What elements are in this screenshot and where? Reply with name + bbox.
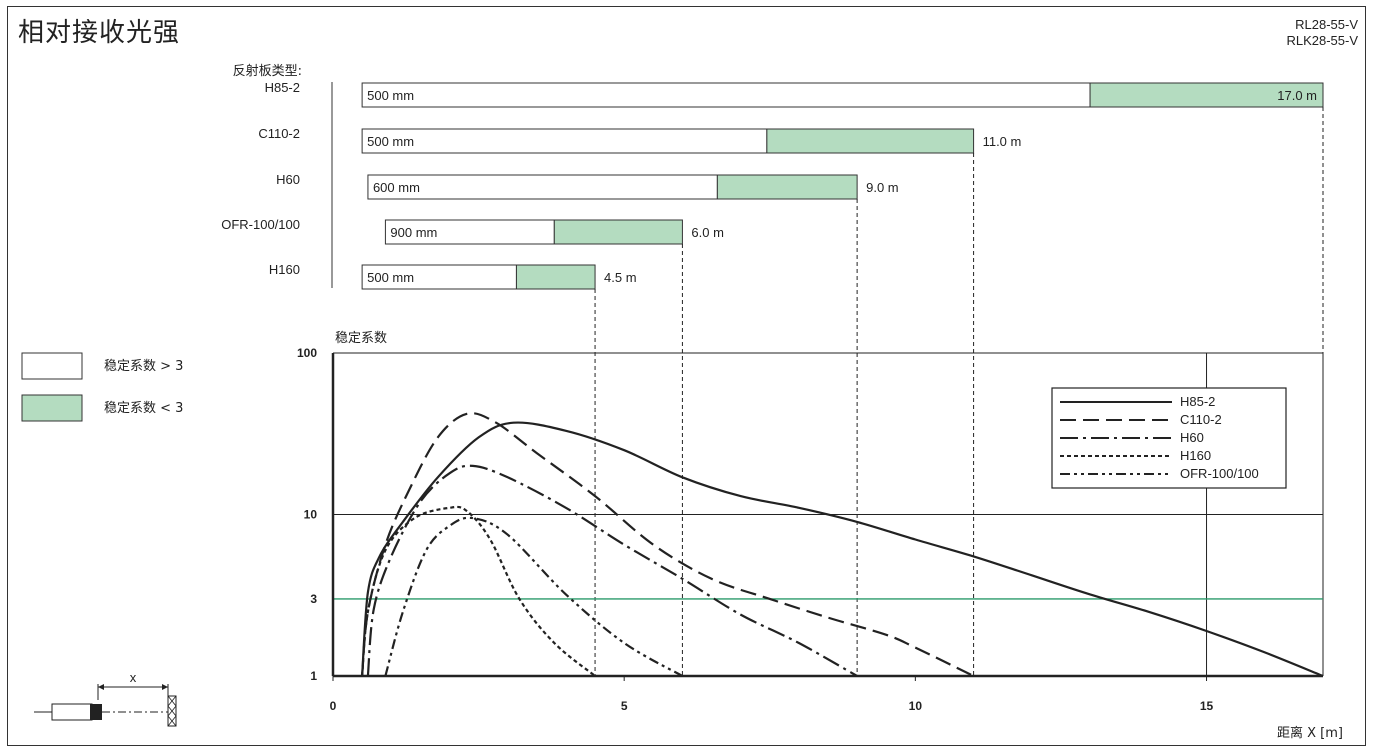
sensor-body bbox=[51, 703, 93, 721]
min-range-label: 500 mm bbox=[367, 134, 414, 149]
max-range-label: 11.0 m bbox=[983, 134, 1022, 149]
max-range-label: 17.0 m bbox=[1277, 88, 1317, 103]
unstable-range-bar bbox=[716, 174, 858, 200]
y-tick-label: 100 bbox=[297, 346, 317, 360]
min-range-label: 500 mm bbox=[367, 270, 414, 285]
unstable-range-bar bbox=[553, 219, 683, 245]
max-range-label: 6.0 m bbox=[691, 225, 724, 240]
max-range-label: 4.5 m bbox=[604, 270, 637, 285]
unstable-range-bar bbox=[1089, 82, 1324, 108]
dimension-label: x bbox=[130, 670, 137, 685]
unstable-range-bar bbox=[515, 264, 596, 290]
sensor-diagram-icon: x bbox=[34, 670, 177, 727]
legend-label-stable: 稳定系数 > 3 bbox=[104, 358, 183, 374]
series-legend-label: H160 bbox=[1180, 448, 1211, 463]
model-number-2: RLK28-55-V bbox=[1286, 33, 1358, 48]
reflector-header: 反射板类型: bbox=[233, 63, 302, 79]
legend-label-unstable: 稳定系数 < 3 bbox=[104, 400, 183, 416]
series-line-h85-2 bbox=[361, 421, 1324, 678]
stable-range-bar bbox=[361, 264, 517, 290]
y-axis-label: 稳定系数 bbox=[335, 330, 387, 346]
page-title: 相对接收光强 bbox=[18, 18, 181, 48]
y-tick-label: 10 bbox=[304, 508, 318, 522]
x-axis-label: 距离 X [m] bbox=[1277, 725, 1343, 741]
reflector-name: H160 bbox=[269, 262, 300, 277]
y-tick-label: 1 bbox=[310, 669, 317, 683]
x-tick-label: 15 bbox=[1200, 699, 1214, 713]
min-range-label: 500 mm bbox=[367, 88, 414, 103]
sensor-lens bbox=[90, 704, 102, 720]
legend-swatch-unstable bbox=[21, 394, 83, 422]
stable-range-bar bbox=[361, 82, 1091, 108]
stable-range-bar bbox=[367, 174, 718, 200]
unstable-range-bar bbox=[766, 128, 975, 154]
series-line-ofr-100-100 bbox=[384, 516, 683, 677]
y-tick-label: 3 bbox=[310, 592, 317, 606]
x-tick-label: 10 bbox=[909, 699, 923, 713]
series-line-h160 bbox=[361, 505, 596, 677]
reflector-name: H85-2 bbox=[265, 80, 300, 95]
legend-swatch-stable bbox=[21, 352, 83, 380]
reflector-name: C110-2 bbox=[258, 126, 300, 141]
reflector-name: H60 bbox=[276, 172, 300, 187]
reflector-hatch bbox=[167, 695, 177, 727]
series-line-h60 bbox=[366, 464, 858, 677]
min-range-label: 900 mm bbox=[390, 225, 437, 240]
series-legend-label: OFR-100/100 bbox=[1180, 466, 1259, 481]
series-legend-label: C110-2 bbox=[1180, 412, 1222, 427]
min-range-label: 600 mm bbox=[373, 180, 420, 195]
reflector-name: OFR-100/100 bbox=[221, 217, 300, 232]
series-legend-label: H85-2 bbox=[1180, 394, 1215, 409]
model-number-1: RL28-55-V bbox=[1295, 17, 1358, 32]
series-legend-label: H60 bbox=[1180, 430, 1204, 445]
model-numbers: RL28-55-V RLK28-55-V bbox=[1286, 17, 1358, 49]
series-line-c110-2 bbox=[361, 412, 975, 677]
stable-range-bar bbox=[361, 128, 768, 154]
max-range-label: 9.0 m bbox=[866, 180, 899, 195]
x-tick-label: 5 bbox=[621, 699, 628, 713]
x-tick-label: 0 bbox=[330, 699, 337, 713]
